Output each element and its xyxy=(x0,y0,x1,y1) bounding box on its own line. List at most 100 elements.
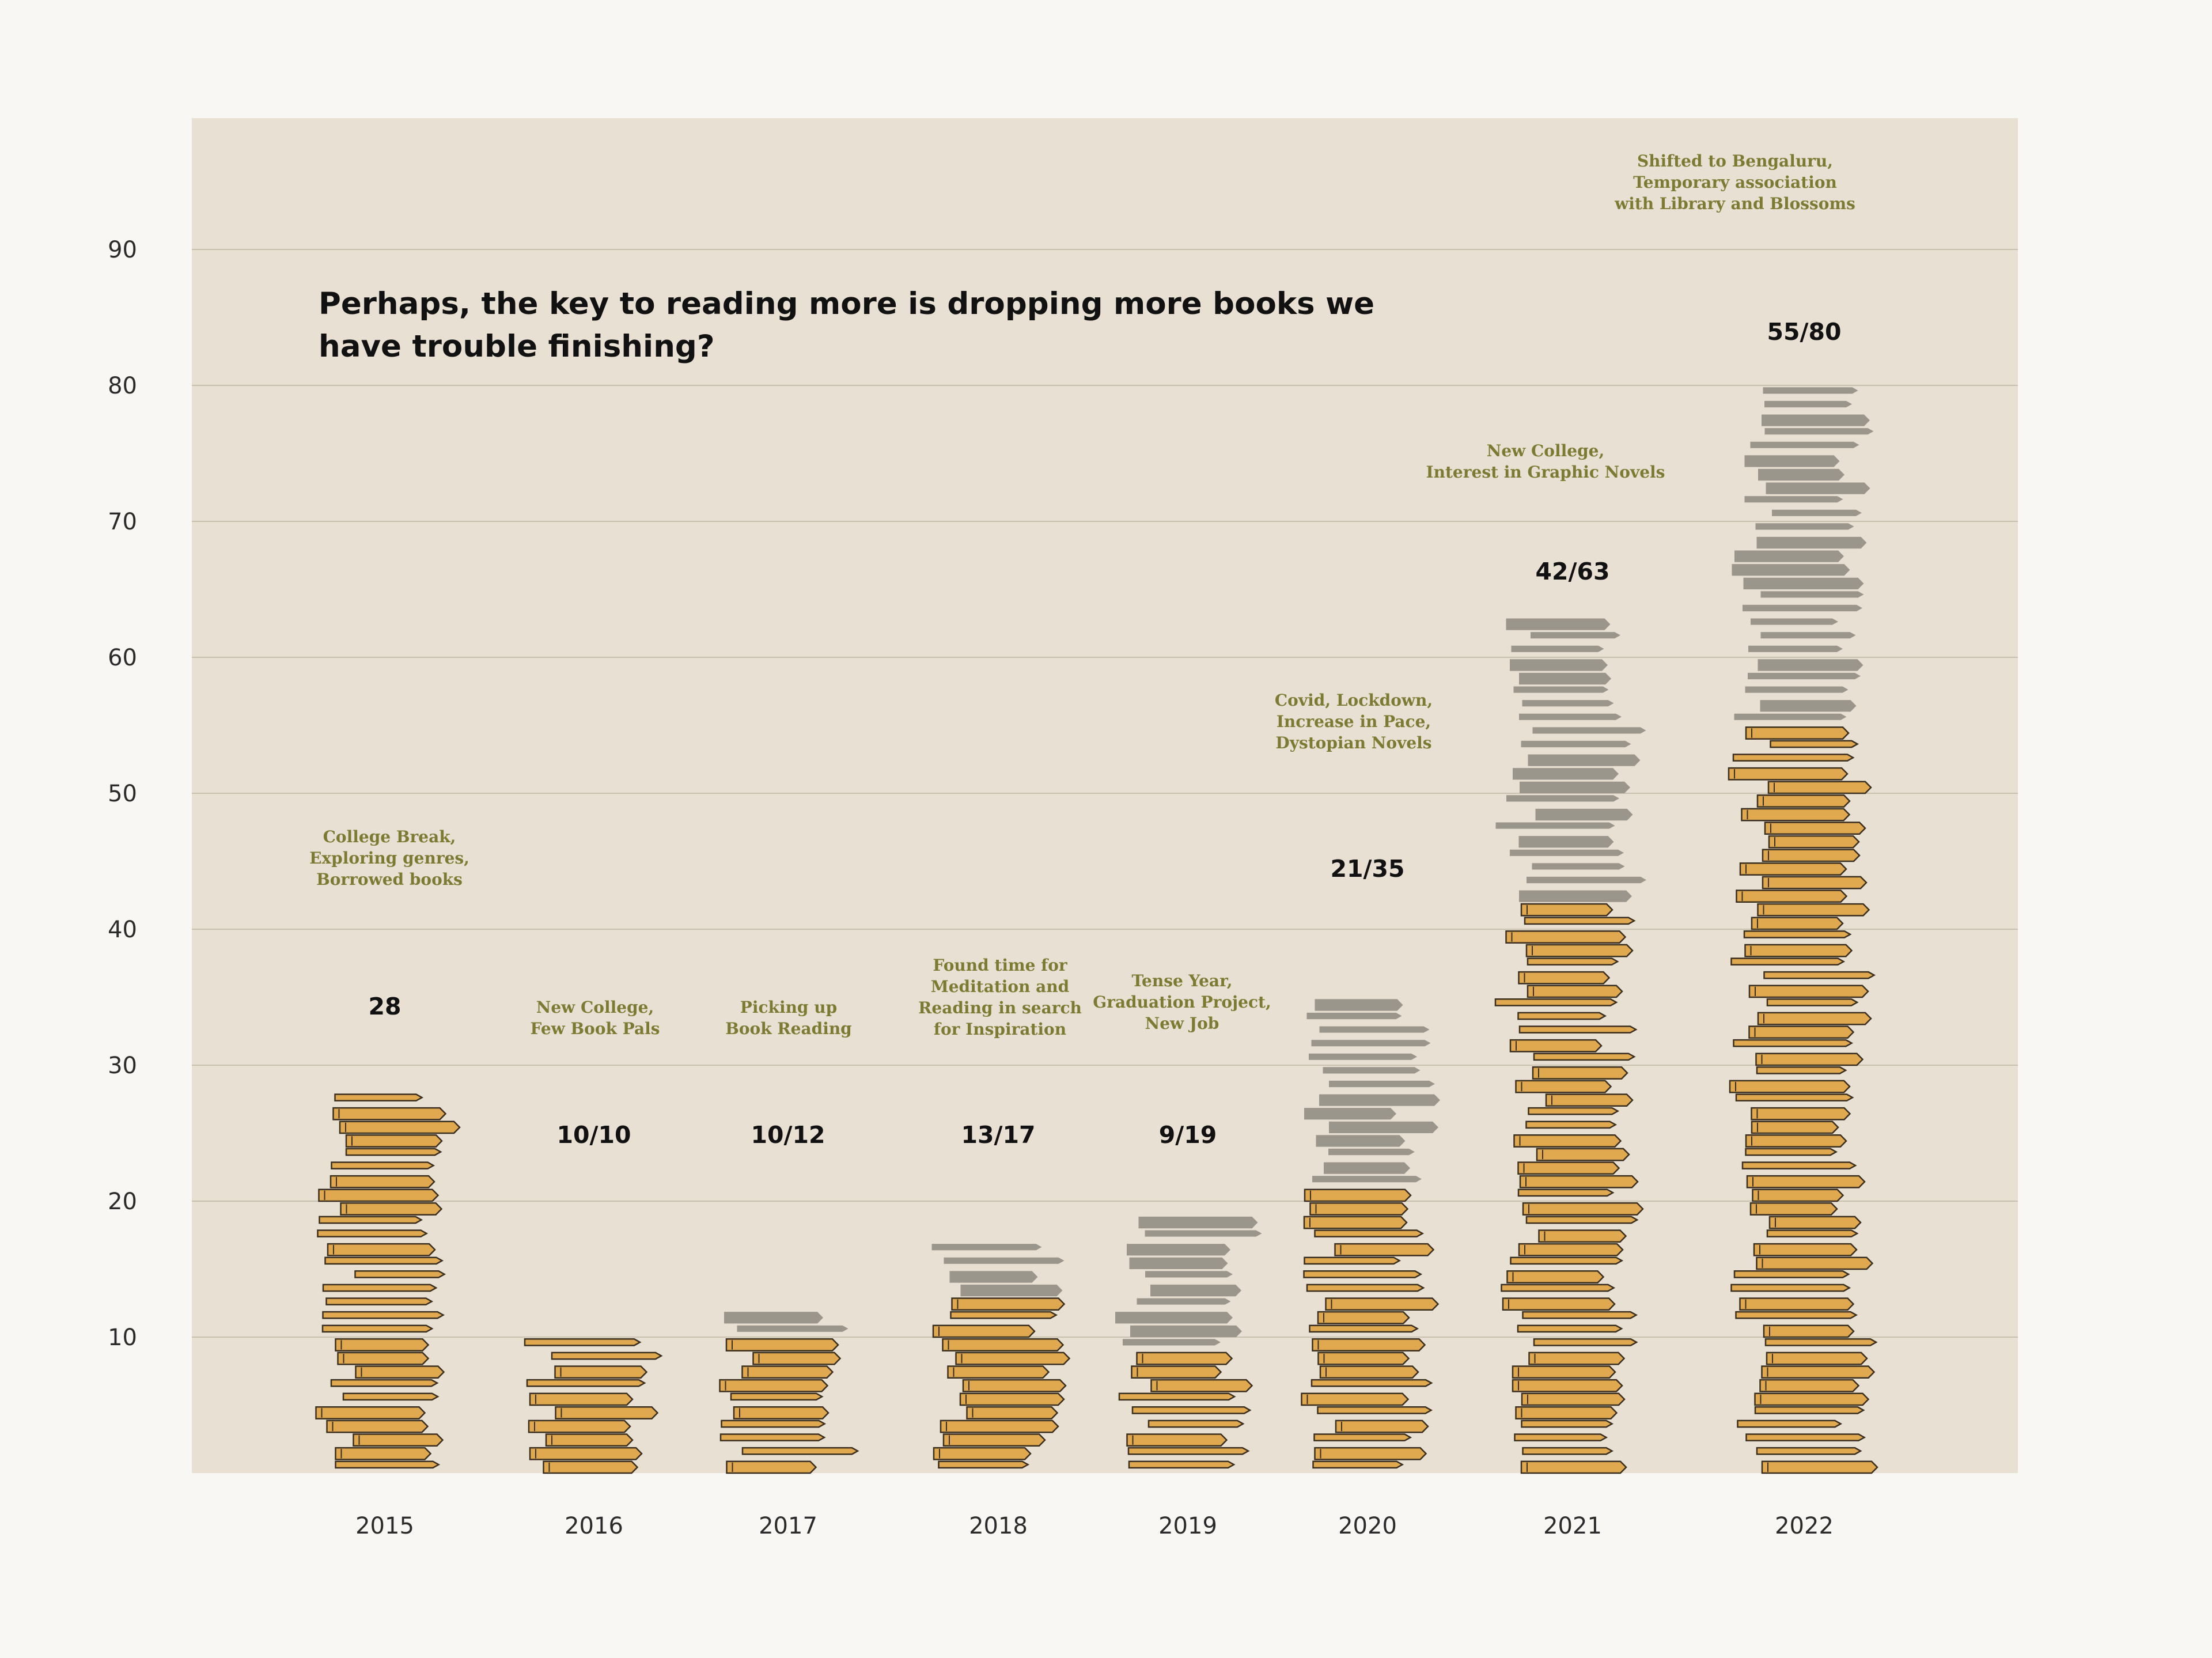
book-stacks xyxy=(315,387,1878,1474)
finished-book-2017-9 xyxy=(752,1352,842,1365)
dropped-book-2022-65 xyxy=(1760,591,1864,598)
year-annotations: College Break, Exploring genres, Borrowed … xyxy=(309,152,1855,1039)
finished-book-2015-21 xyxy=(318,1188,440,1202)
finished-book-2021-16 xyxy=(1510,1256,1624,1265)
finished-book-2017-1 xyxy=(726,1460,817,1474)
finished-book-2020-11 xyxy=(1309,1324,1419,1333)
x-tick-2018: 2018 xyxy=(969,1513,1028,1539)
finished-book-2020-5 xyxy=(1317,1406,1433,1414)
finished-book-2020-13 xyxy=(1325,1297,1440,1311)
finished-book-2022-44 xyxy=(1762,876,1868,889)
finished-book-2021-18 xyxy=(1538,1229,1627,1243)
finished-book-2016-1 xyxy=(543,1460,639,1474)
finished-book-2018-13 xyxy=(951,1297,1066,1311)
dropped-book-2020-29 xyxy=(1329,1080,1435,1088)
finished-book-2020-6 xyxy=(1301,1392,1410,1406)
dropped-book-2021-46 xyxy=(1510,849,1624,856)
dropped-book-2021-43 xyxy=(1519,890,1632,902)
finished-book-2022-6 xyxy=(1754,1392,1870,1406)
finished-book-2021-41 xyxy=(1524,917,1636,925)
finished-book-2022-41 xyxy=(1751,917,1844,930)
finished-book-2015-1 xyxy=(335,1460,441,1469)
finished-book-2019-9 xyxy=(1136,1352,1233,1365)
finished-book-2022-36 xyxy=(1748,985,1869,998)
finished-book-2022-37 xyxy=(1763,971,1876,979)
finished-book-2022-49 xyxy=(1741,808,1851,822)
finished-book-2022-7 xyxy=(1759,1379,1860,1392)
finished-book-2018-12 xyxy=(950,1311,1058,1319)
dropped-book-2021-63 xyxy=(1506,618,1611,630)
finished-book-2022-50 xyxy=(1756,794,1851,808)
finished-book-2022-11 xyxy=(1763,1324,1855,1338)
annotation-line: College Break, xyxy=(323,827,456,846)
finished-book-2021-1 xyxy=(1520,1460,1627,1474)
finished-book-2017-6 xyxy=(730,1392,824,1401)
dropped-book-2022-62 xyxy=(1760,632,1856,639)
dropped-book-2021-59 xyxy=(1519,672,1611,685)
finished-book-2020-10 xyxy=(1312,1338,1426,1352)
dropped-book-2022-77 xyxy=(1764,428,1874,435)
finished-book-2016-7 xyxy=(526,1379,646,1387)
finished-book-2022-21 xyxy=(1752,1188,1844,1202)
finished-book-2015-10 xyxy=(335,1338,430,1352)
dropped-book-2022-59 xyxy=(1748,672,1861,680)
finished-book-2022-18 xyxy=(1766,1229,1859,1237)
dropped-book-2018-17 xyxy=(931,1244,1042,1251)
x-tick-2022: 2022 xyxy=(1775,1513,1834,1539)
dropped-book-2022-63 xyxy=(1751,618,1838,625)
finished-book-2019-1 xyxy=(1128,1460,1236,1469)
dropped-book-2022-67 xyxy=(1732,564,1850,576)
finished-book-2016-4 xyxy=(528,1419,631,1433)
dropped-book-2021-53 xyxy=(1528,754,1641,766)
finished-book-2015-24 xyxy=(345,1148,442,1156)
finished-book-2015-22 xyxy=(329,1175,435,1188)
annotation-line: Exploring genres, xyxy=(309,849,469,868)
finished-book-2015-25 xyxy=(345,1134,443,1148)
dropped-book-2021-56 xyxy=(1519,713,1622,720)
finished-book-2019-5 xyxy=(1131,1406,1252,1414)
finished-book-2020-3 xyxy=(1313,1433,1412,1441)
finished-book-2019-3 xyxy=(1126,1433,1228,1447)
x-tick-2017: 2017 xyxy=(759,1513,817,1539)
dropped-book-2022-56 xyxy=(1734,713,1847,720)
dropped-book-2022-68 xyxy=(1734,550,1844,562)
annotation-line: New Job xyxy=(1145,1014,1219,1033)
dropped-book-2021-52 xyxy=(1513,768,1619,780)
x-tick-2020: 2020 xyxy=(1338,1513,1397,1539)
dropped-book-2020-23 xyxy=(1324,1162,1410,1174)
finished-book-2021-37 xyxy=(1518,971,1611,985)
dropped-book-2021-60 xyxy=(1510,659,1608,671)
finished-book-2018-1 xyxy=(938,1460,1030,1469)
finished-book-2022-35 xyxy=(1766,998,1859,1006)
finished-book-2022-9 xyxy=(1766,1352,1868,1365)
chart-title: Perhaps, the key to reading more is drop… xyxy=(319,286,1374,364)
annotation-line: Tense Year, xyxy=(1131,971,1232,990)
finished-book-2018-9 xyxy=(955,1352,1071,1365)
finished-book-2022-31 xyxy=(1755,1053,1864,1066)
dropped-book-2021-51 xyxy=(1520,781,1630,793)
finished-book-2021-5 xyxy=(1515,1406,1618,1419)
annotation-line: Graduation Project, xyxy=(1093,993,1271,1012)
dropped-book-2018-15 xyxy=(949,1271,1038,1283)
finished-book-2017-2 xyxy=(741,1447,859,1455)
chart-title-line: have trouble finishing? xyxy=(319,329,715,364)
finished-book-2022-23 xyxy=(1741,1161,1857,1169)
value-label-2016: 10/10 xyxy=(556,1121,631,1149)
x-axis-ticks: 2015 2016 2017 2018 2019 2020 2021 2022 xyxy=(355,1513,1834,1539)
finished-book-2016-6 xyxy=(529,1392,634,1406)
finished-book-2020-8 xyxy=(1319,1365,1419,1379)
finished-book-2022-26 xyxy=(1751,1121,1839,1134)
finished-book-2022-52 xyxy=(1728,767,1849,781)
finished-book-2022-25 xyxy=(1745,1134,1847,1148)
dropped-book-2021-45 xyxy=(1532,863,1625,870)
finished-book-2022-30 xyxy=(1756,1066,1847,1074)
dropped-book-2022-76 xyxy=(1750,441,1859,448)
x-tick-2016: 2016 xyxy=(565,1513,623,1539)
finished-book-2015-27 xyxy=(332,1107,447,1121)
finished-book-2015-8 xyxy=(355,1365,445,1379)
finished-book-2022-54 xyxy=(1770,740,1859,748)
dropped-book-2019-14 xyxy=(1150,1284,1241,1297)
finished-book-2018-2 xyxy=(933,1447,1032,1460)
annotation-2015: College Break, Exploring genres, Borrowed … xyxy=(309,827,469,889)
dropped-book-2021-50 xyxy=(1506,795,1619,802)
